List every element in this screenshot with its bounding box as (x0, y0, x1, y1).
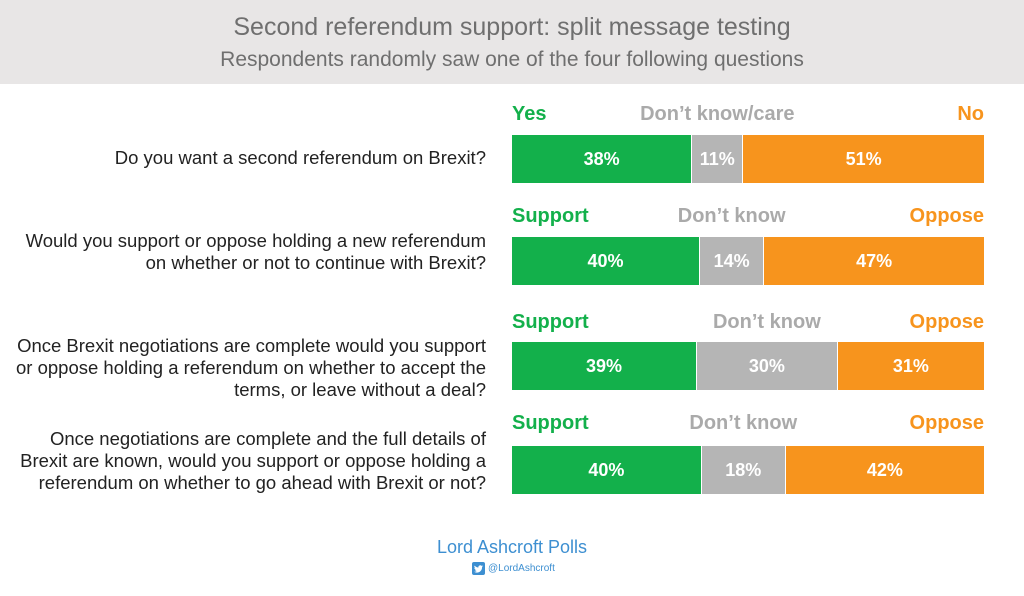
data-label: 42% (866, 459, 903, 480)
label-yes: Support (512, 311, 589, 333)
stacked-bar: 39% 30% 31% (512, 342, 984, 390)
label-yes: Yes (512, 103, 547, 125)
response-labels: Yes Don’t know/care No (512, 103, 984, 127)
label-dont-know: Don’t know (677, 205, 786, 227)
data-label: 18% (725, 459, 762, 480)
stacked-bar: 38% 11% 51% (512, 135, 984, 183)
bar-segment-yes: 38% (512, 135, 692, 183)
label-yes: Support (512, 205, 589, 227)
chart-subtitle: Respondents randomly saw one of the four… (220, 48, 804, 71)
data-label: 47% (856, 250, 893, 271)
question-text: Once Brexit negotiations are complete wo… (15, 335, 486, 400)
twitter-handle: @LordAshcroft (488, 563, 555, 574)
label-no: Oppose (909, 311, 984, 333)
question-text: Once negotiations are complete and the f… (20, 428, 486, 493)
bar-segment-yes: 40% (512, 446, 701, 494)
bar-segment-yes: 39% (512, 342, 697, 390)
data-label: 30% (748, 355, 785, 376)
stacked-bar: 40% 18% 42% (512, 446, 984, 494)
question-text: Would you support or oppose holding a ne… (25, 230, 486, 273)
bar-segment-no: 47% (764, 237, 984, 285)
label-dont-know: Don’t know/care (640, 103, 795, 125)
question-text: Do you want a second referendum on Brexi… (114, 147, 486, 168)
data-label: 31% (892, 355, 929, 376)
stacked-bar: 40% 14% 47% (512, 237, 984, 285)
data-label: 11% (699, 148, 735, 169)
label-yes: Support (512, 412, 589, 434)
bar-segment-no: 31% (837, 342, 984, 390)
data-label: 51% (845, 148, 882, 169)
label-no: Oppose (909, 412, 984, 434)
label-dont-know: Don’t know (689, 412, 798, 434)
twitter-icon (472, 562, 485, 575)
data-label: 14% (713, 250, 750, 271)
bar-segment-dont-know: 11% (691, 135, 744, 183)
data-label: 40% (588, 459, 625, 480)
bar-segment-dont-know: 18% (700, 446, 786, 494)
footer-brand: Lord Ashcroft Polls (436, 537, 588, 557)
footer-handle-row[interactable]: @LordAshcroft (472, 562, 555, 575)
bar-segment-dont-know: 30% (696, 342, 838, 390)
label-dont-know: Don’t know (712, 311, 821, 333)
response-labels: Support Don’t know Oppose (512, 205, 984, 229)
chart-header: Second referendum support: split message… (0, 0, 1024, 84)
data-label: 39% (586, 355, 623, 376)
bar-segment-no: 42% (785, 446, 984, 494)
response-labels: Support Don’t know Oppose (512, 412, 984, 436)
bar-segment-no: 51% (743, 135, 984, 183)
bar-segment-yes: 40% (512, 237, 699, 285)
label-no: No (957, 103, 984, 125)
data-label: 38% (583, 148, 620, 169)
data-label: 40% (587, 250, 624, 271)
label-no: Oppose (909, 205, 984, 227)
chart-title: Second referendum support: split message… (233, 13, 791, 41)
response-labels: Support Don’t know Oppose (512, 311, 984, 335)
bar-segment-dont-know: 14% (698, 237, 765, 285)
